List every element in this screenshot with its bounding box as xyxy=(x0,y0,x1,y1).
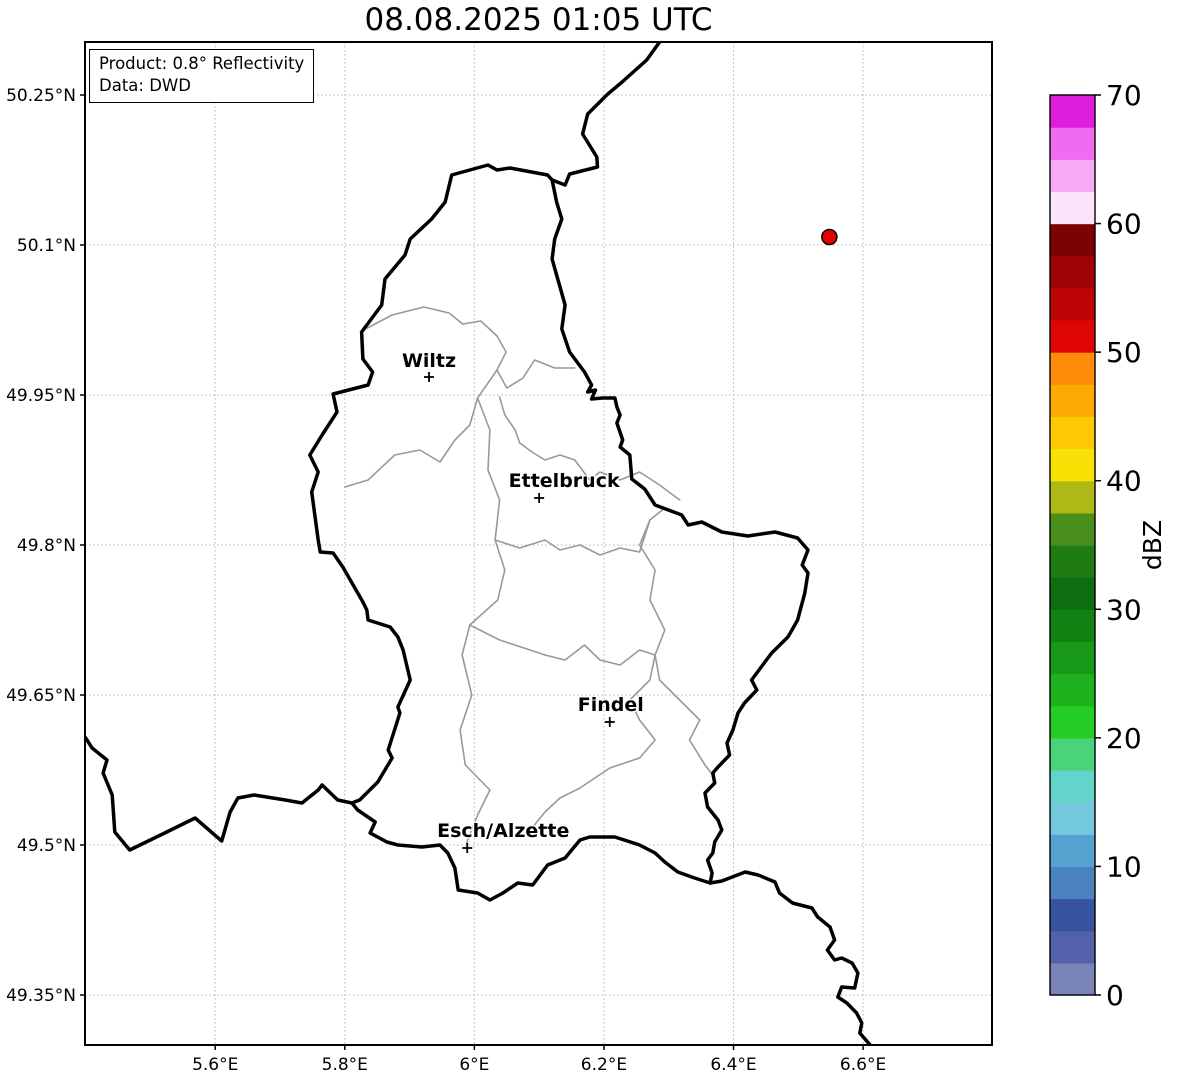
district-border xyxy=(494,519,651,556)
district-border xyxy=(638,507,714,776)
district-borders-layer xyxy=(344,306,714,844)
colorbar-segment xyxy=(1050,609,1095,643)
colorbar-segment xyxy=(1050,577,1095,610)
colorbar-segment xyxy=(1050,287,1095,321)
lon-tick-label: 5.6°E xyxy=(192,1055,238,1075)
colorbar-outline xyxy=(1049,94,1096,996)
lat-tick-label: 49.95°N xyxy=(6,386,76,406)
colorbar-segment xyxy=(1050,255,1095,289)
lat-tick-label: 50.1°N xyxy=(17,236,76,256)
plot-frame-layer xyxy=(84,41,993,1046)
colorbar-tick-label: 20 xyxy=(1106,722,1142,755)
colorbar-segment xyxy=(1050,834,1095,868)
district-border xyxy=(360,306,576,389)
city-label: Esch/Alzette xyxy=(437,820,569,842)
district-border xyxy=(531,644,656,829)
lon-tick-label: 6.4°E xyxy=(710,1055,756,1075)
colorbar-segment xyxy=(1050,352,1095,385)
luxembourg-border xyxy=(308,163,810,902)
colorbar-segment xyxy=(1050,770,1095,803)
colorbar-segment xyxy=(1050,898,1095,932)
neighbor-country-border xyxy=(85,735,354,852)
lat-tick-label: 49.65°N xyxy=(6,686,76,706)
colorbar-segment xyxy=(1050,641,1095,675)
colorbar-segment xyxy=(1050,962,1095,996)
city-label: Findel xyxy=(578,694,644,716)
lon-tick-label: 6°E xyxy=(459,1055,489,1075)
colorbar-segment xyxy=(1050,127,1095,160)
colorbar-segment xyxy=(1050,673,1095,707)
colorbar-layer: 0 10 20 30 40 50 60 70 xyxy=(1049,79,1142,1012)
radar-site-dot xyxy=(821,228,838,246)
lat-tick-label: 49.8°N xyxy=(17,536,76,556)
colorbar-tick-label: 70 xyxy=(1106,79,1142,112)
radar-site-layer xyxy=(821,228,838,246)
city-layer: Wiltz Ettelbruck Findel Esch/Alzette xyxy=(401,349,645,853)
colorbar-tick-label: 10 xyxy=(1106,850,1142,883)
lat-tick-label: 50.25°N xyxy=(6,86,76,106)
colorbar-segment xyxy=(1050,512,1095,546)
axis-ticks-layer: 50.25°N 50.1°N 49.95°N 49.8°N 49.65°N 49.5°N 4… xyxy=(6,86,886,1075)
lon-tick-label: 6.6°E xyxy=(840,1055,886,1075)
district-border xyxy=(498,396,681,501)
city-label: Wiltz xyxy=(402,350,456,372)
colorbar-unit-label: dBZ xyxy=(1138,520,1167,570)
colorbar-tick-label: 30 xyxy=(1106,593,1142,626)
colorbar-segment xyxy=(1050,223,1095,257)
neighbor-country-border xyxy=(708,870,872,1045)
colorbar-segment xyxy=(1050,737,1095,771)
neighbor-country-border xyxy=(550,42,662,187)
district-border xyxy=(459,397,506,844)
colorbar-segment xyxy=(1050,159,1095,193)
colorbar-segment xyxy=(1050,191,1095,225)
colorbar-tick-label: 50 xyxy=(1106,336,1142,369)
graticule-layer xyxy=(85,42,992,1045)
colorbar-segment xyxy=(1050,416,1095,450)
colorbar-tick-label: 0 xyxy=(1106,979,1124,1012)
city-label: Ettelbruck xyxy=(509,470,620,492)
colorbar-segment xyxy=(1050,930,1095,964)
lat-tick-label: 49.5°N xyxy=(17,836,76,856)
colorbar-segment xyxy=(1050,705,1095,739)
colorbar-segment xyxy=(1050,384,1095,418)
colorbar-segment xyxy=(1050,480,1095,514)
colorbar-segment xyxy=(1050,802,1095,835)
lon-tick-label: 6.2°E xyxy=(581,1055,627,1075)
plot-frame xyxy=(84,41,993,1046)
product-annotation-box: Product: 0.8° Reflectivity Data: DWD xyxy=(89,49,315,103)
lon-tick-label: 5.8°E xyxy=(322,1055,368,1075)
district-border xyxy=(344,369,498,488)
annotation-data-line: Data: DWD xyxy=(99,75,191,95)
colorbar-segment xyxy=(1050,866,1095,900)
colorbar-tick-label: 60 xyxy=(1106,208,1142,241)
colorbar-segment xyxy=(1050,320,1095,353)
colorbar-tick-label: 40 xyxy=(1106,465,1142,498)
lat-tick-label: 49.35°N xyxy=(6,986,76,1006)
figure-title: 08.08.2025 01:05 UTC xyxy=(364,2,713,38)
country-borders-layer xyxy=(85,42,872,1045)
annotation-product-line: Product: 0.8° Reflectivity xyxy=(99,54,305,73)
colorbar-segment xyxy=(1050,448,1095,482)
colorbar-segment xyxy=(1050,545,1095,578)
district-border xyxy=(469,624,546,656)
colorbar-segment xyxy=(1050,95,1095,128)
